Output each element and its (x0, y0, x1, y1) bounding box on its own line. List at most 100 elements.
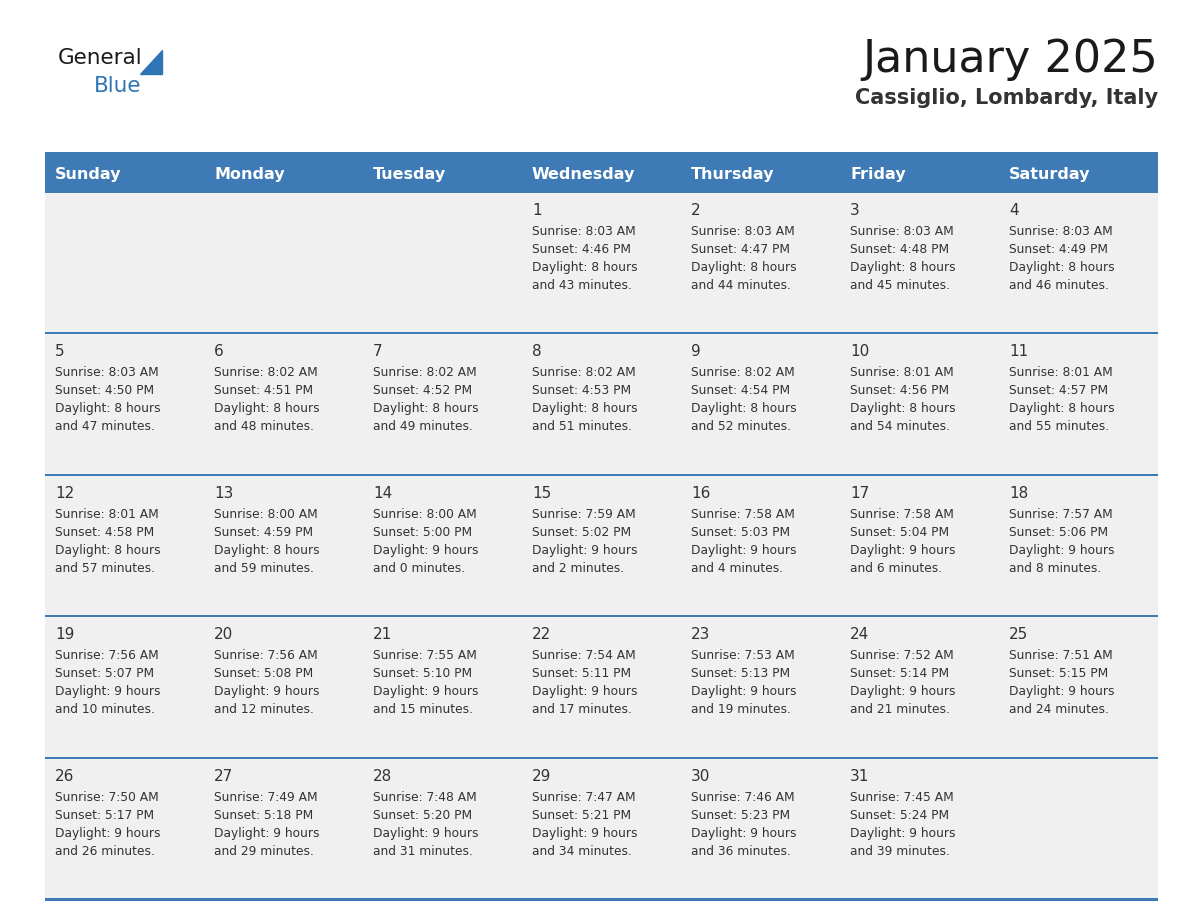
Bar (840, 155, 999, 193)
Text: Sunset: 5:21 PM: Sunset: 5:21 PM (532, 809, 631, 822)
Text: Sunset: 4:48 PM: Sunset: 4:48 PM (849, 243, 949, 256)
Text: Sunrise: 7:51 AM: Sunrise: 7:51 AM (1009, 649, 1113, 662)
Bar (681, 155, 840, 193)
Text: Daylight: 8 hours: Daylight: 8 hours (849, 402, 955, 416)
Text: Daylight: 8 hours: Daylight: 8 hours (849, 261, 955, 274)
Text: and 55 minutes.: and 55 minutes. (1009, 420, 1110, 433)
Bar (204, 155, 364, 193)
Text: and 15 minutes.: and 15 minutes. (373, 703, 473, 716)
Text: Daylight: 9 hours: Daylight: 9 hours (691, 826, 796, 840)
Bar (45, 193, 1158, 334)
Text: 16: 16 (691, 486, 710, 501)
Text: Daylight: 9 hours: Daylight: 9 hours (532, 685, 638, 699)
Bar (45, 617, 1158, 758)
Text: Daylight: 9 hours: Daylight: 9 hours (214, 685, 320, 699)
Text: Blue: Blue (94, 76, 141, 96)
Text: Sunrise: 7:57 AM: Sunrise: 7:57 AM (1009, 508, 1113, 521)
Bar (45, 474, 1158, 476)
Text: 24: 24 (849, 627, 870, 643)
Text: 3: 3 (849, 203, 860, 218)
Text: Daylight: 8 hours: Daylight: 8 hours (532, 402, 638, 416)
Text: 13: 13 (214, 486, 233, 501)
Text: Friday: Friday (849, 166, 905, 182)
Text: 12: 12 (55, 486, 74, 501)
Text: Sunrise: 7:59 AM: Sunrise: 7:59 AM (532, 508, 636, 521)
Text: Sunrise: 7:46 AM: Sunrise: 7:46 AM (691, 790, 795, 803)
Text: Tuesday: Tuesday (373, 166, 447, 182)
Text: 14: 14 (373, 486, 392, 501)
Text: Sunset: 4:57 PM: Sunset: 4:57 PM (1009, 385, 1108, 397)
Text: Sunset: 5:06 PM: Sunset: 5:06 PM (1009, 526, 1108, 539)
Text: 6: 6 (214, 344, 223, 360)
Text: Cassiglio, Lombardy, Italy: Cassiglio, Lombardy, Italy (855, 88, 1158, 108)
Text: Daylight: 8 hours: Daylight: 8 hours (214, 543, 320, 557)
Text: Sunset: 5:24 PM: Sunset: 5:24 PM (849, 809, 949, 822)
Text: Daylight: 9 hours: Daylight: 9 hours (1009, 543, 1114, 557)
Text: Daylight: 9 hours: Daylight: 9 hours (1009, 685, 1114, 699)
Text: and 12 minutes.: and 12 minutes. (214, 703, 314, 716)
Text: 2: 2 (691, 203, 701, 218)
Text: Daylight: 9 hours: Daylight: 9 hours (373, 826, 479, 840)
Text: 10: 10 (849, 344, 870, 360)
Text: Sunset: 5:17 PM: Sunset: 5:17 PM (55, 809, 154, 822)
Text: Daylight: 9 hours: Daylight: 9 hours (214, 826, 320, 840)
Text: Sunset: 5:07 PM: Sunset: 5:07 PM (55, 667, 154, 680)
Text: Sunset: 5:15 PM: Sunset: 5:15 PM (1009, 667, 1108, 680)
Bar (45, 152, 1158, 157)
Text: Daylight: 8 hours: Daylight: 8 hours (55, 402, 160, 416)
Text: and 24 minutes.: and 24 minutes. (1009, 703, 1108, 716)
Text: 21: 21 (373, 627, 392, 643)
Text: Sunday: Sunday (55, 166, 121, 182)
Text: 18: 18 (1009, 486, 1029, 501)
Text: Daylight: 9 hours: Daylight: 9 hours (55, 685, 160, 699)
Text: Sunrise: 8:02 AM: Sunrise: 8:02 AM (214, 366, 317, 379)
Text: Sunrise: 8:03 AM: Sunrise: 8:03 AM (55, 366, 159, 379)
Text: Sunrise: 8:03 AM: Sunrise: 8:03 AM (532, 225, 636, 238)
Text: Sunset: 5:10 PM: Sunset: 5:10 PM (373, 667, 472, 680)
Bar (45, 334, 1158, 476)
Text: Sunset: 5:14 PM: Sunset: 5:14 PM (849, 667, 949, 680)
Text: Sunrise: 7:50 AM: Sunrise: 7:50 AM (55, 790, 159, 803)
Text: Sunrise: 8:00 AM: Sunrise: 8:00 AM (373, 508, 476, 521)
Text: Sunrise: 7:58 AM: Sunrise: 7:58 AM (849, 508, 954, 521)
Text: 19: 19 (55, 627, 75, 643)
Bar (45, 155, 204, 193)
Text: and 2 minutes.: and 2 minutes. (532, 562, 624, 575)
Bar (45, 332, 1158, 335)
Text: and 51 minutes.: and 51 minutes. (532, 420, 632, 433)
Text: Sunrise: 7:49 AM: Sunrise: 7:49 AM (214, 790, 317, 803)
Text: Daylight: 9 hours: Daylight: 9 hours (849, 826, 955, 840)
Text: Daylight: 9 hours: Daylight: 9 hours (849, 543, 955, 557)
Text: and 6 minutes.: and 6 minutes. (849, 562, 942, 575)
Text: 26: 26 (55, 768, 75, 784)
Text: Sunrise: 8:03 AM: Sunrise: 8:03 AM (1009, 225, 1113, 238)
Bar (45, 476, 1158, 617)
Text: Sunrise: 8:02 AM: Sunrise: 8:02 AM (691, 366, 795, 379)
Text: and 49 minutes.: and 49 minutes. (373, 420, 473, 433)
Bar (45, 615, 1158, 618)
Text: 15: 15 (532, 486, 551, 501)
Text: Sunset: 4:46 PM: Sunset: 4:46 PM (532, 243, 631, 256)
Text: Sunset: 4:49 PM: Sunset: 4:49 PM (1009, 243, 1108, 256)
Text: Daylight: 8 hours: Daylight: 8 hours (1009, 261, 1114, 274)
Text: Sunset: 4:53 PM: Sunset: 4:53 PM (532, 385, 631, 397)
Text: and 26 minutes.: and 26 minutes. (55, 845, 154, 857)
Text: January 2025: January 2025 (862, 38, 1158, 81)
Text: Daylight: 8 hours: Daylight: 8 hours (214, 402, 320, 416)
Text: Sunrise: 8:02 AM: Sunrise: 8:02 AM (373, 366, 476, 379)
Text: Sunrise: 7:54 AM: Sunrise: 7:54 AM (532, 649, 636, 662)
Text: Sunset: 5:23 PM: Sunset: 5:23 PM (691, 809, 790, 822)
Text: and 34 minutes.: and 34 minutes. (532, 845, 632, 857)
Text: and 43 minutes.: and 43 minutes. (532, 279, 632, 292)
Text: Sunset: 5:03 PM: Sunset: 5:03 PM (691, 526, 790, 539)
Text: General: General (58, 48, 143, 68)
Text: Sunrise: 8:01 AM: Sunrise: 8:01 AM (1009, 366, 1113, 379)
Text: Sunrise: 7:45 AM: Sunrise: 7:45 AM (849, 790, 954, 803)
Text: Sunset: 4:59 PM: Sunset: 4:59 PM (214, 526, 314, 539)
Bar (999, 155, 1158, 193)
Bar (45, 898, 1158, 901)
Text: Sunrise: 7:48 AM: Sunrise: 7:48 AM (373, 790, 476, 803)
Text: Daylight: 9 hours: Daylight: 9 hours (691, 685, 796, 699)
Text: 8: 8 (532, 344, 542, 360)
Text: Saturday: Saturday (1009, 166, 1091, 182)
